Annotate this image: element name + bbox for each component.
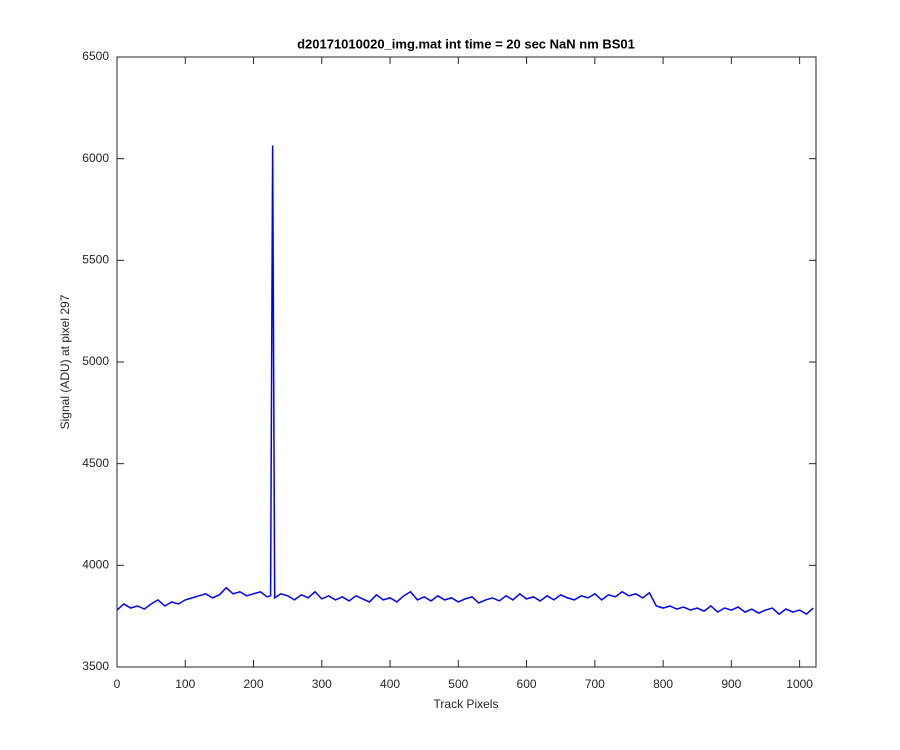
y-axis-label: Signal (ADU) at pixel 297 [58,294,72,429]
x-tick-label: 900 [721,677,741,691]
axes-box [116,56,817,668]
y-tick-label: 3500 [82,659,109,673]
x-tick-label: 1000 [786,677,813,691]
x-tick-label: 400 [380,677,400,691]
x-tick-label: 300 [312,677,332,691]
x-tick-label: 800 [653,677,673,691]
x-tick-label: 600 [517,677,537,691]
chart-title: d20171010020_img.mat int time = 20 sec N… [297,36,635,51]
y-tick-label: 6000 [82,151,109,165]
y-tick-label: 4500 [82,456,109,470]
plot-area [117,57,816,667]
x-tick-label: 500 [448,677,468,691]
x-tick-label: 200 [244,677,264,691]
x-tick-label: 700 [585,677,605,691]
y-tick-label: 4000 [82,558,109,572]
y-tick-label: 6500 [82,49,109,63]
data-line [116,145,814,616]
y-tick-label: 5000 [82,354,109,368]
x-tick-label: 100 [175,677,195,691]
x-tick-label: 0 [114,677,121,691]
x-axis-label: Track Pixels [434,697,499,711]
y-tick-label: 5500 [82,253,109,267]
